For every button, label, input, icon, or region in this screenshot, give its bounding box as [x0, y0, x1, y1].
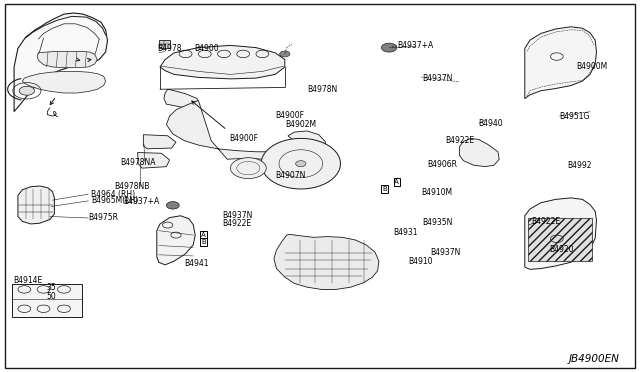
Polygon shape: [460, 138, 499, 167]
Text: B4937N: B4937N: [422, 74, 452, 83]
Text: B: B: [382, 186, 387, 192]
Bar: [12, 284, 82, 317]
Text: B4910: B4910: [408, 257, 433, 266]
Text: B: B: [201, 239, 206, 245]
Text: B4900M: B4900M: [576, 62, 607, 71]
Text: B4902M: B4902M: [285, 120, 316, 129]
Text: B4922E: B4922E: [445, 136, 474, 145]
Polygon shape: [525, 198, 596, 269]
Polygon shape: [274, 234, 379, 289]
Text: B4951G: B4951G: [559, 112, 589, 121]
Polygon shape: [157, 216, 195, 265]
Text: 50: 50: [46, 292, 56, 301]
Text: B4978: B4978: [157, 44, 181, 53]
Text: B4935N: B4935N: [422, 218, 452, 227]
Text: B4900F: B4900F: [275, 111, 304, 120]
Circle shape: [230, 158, 266, 179]
Text: B4964 (RH): B4964 (RH): [91, 190, 135, 199]
Bar: [159, 40, 170, 48]
Text: B4900F: B4900F: [229, 134, 258, 143]
Text: B4937N: B4937N: [223, 211, 253, 220]
Polygon shape: [525, 27, 596, 99]
Text: B4992: B4992: [567, 161, 591, 170]
Circle shape: [296, 161, 306, 167]
Text: B4922E: B4922E: [223, 219, 252, 228]
Polygon shape: [138, 153, 170, 168]
Text: B4978NA: B4978NA: [120, 158, 156, 167]
Text: B4975R: B4975R: [88, 214, 118, 222]
Polygon shape: [160, 45, 285, 79]
Text: B4937+A: B4937+A: [123, 197, 159, 206]
Circle shape: [19, 86, 35, 95]
Text: B4941: B4941: [184, 259, 209, 268]
Text: 35: 35: [46, 283, 56, 292]
Text: B4920: B4920: [549, 246, 573, 254]
Text: B4937N: B4937N: [430, 248, 460, 257]
Text: B4978N: B4978N: [307, 85, 337, 94]
Polygon shape: [166, 100, 326, 166]
Polygon shape: [528, 218, 592, 261]
Circle shape: [166, 202, 179, 209]
Polygon shape: [164, 89, 198, 108]
Text: B4965M(LH): B4965M(LH): [91, 196, 138, 205]
Polygon shape: [18, 186, 54, 224]
Polygon shape: [143, 135, 176, 149]
Polygon shape: [22, 71, 106, 93]
Text: B4900: B4900: [194, 44, 218, 53]
Text: B4978NB: B4978NB: [114, 182, 149, 191]
Polygon shape: [14, 13, 108, 112]
Text: B4940: B4940: [479, 119, 503, 128]
Circle shape: [381, 43, 397, 52]
Text: B4922E: B4922E: [531, 217, 561, 226]
Text: B4910M: B4910M: [421, 188, 452, 197]
Text: B4937+A: B4937+A: [397, 41, 433, 50]
Text: B4906R: B4906R: [428, 160, 458, 169]
Polygon shape: [261, 138, 340, 189]
Text: B4907N: B4907N: [275, 171, 305, 180]
Text: B4914E: B4914E: [13, 276, 42, 285]
Text: B4931: B4931: [393, 228, 417, 237]
Circle shape: [280, 51, 290, 57]
Text: A: A: [201, 232, 206, 238]
Text: A: A: [394, 179, 399, 185]
Text: JB4900EN: JB4900EN: [569, 354, 620, 364]
Polygon shape: [37, 51, 97, 68]
